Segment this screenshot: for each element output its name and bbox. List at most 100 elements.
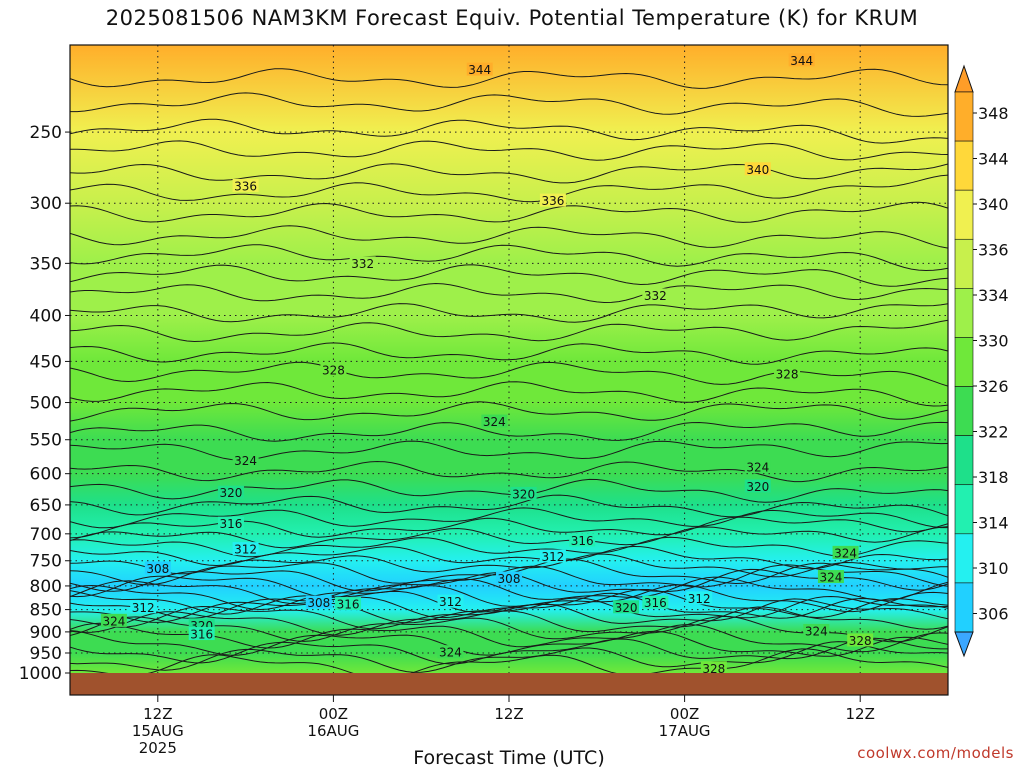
contour-label: 332 xyxy=(351,257,374,271)
chart-title: 2025081506 NAM3KM Forecast Equiv. Potent… xyxy=(105,6,919,30)
colorbar-segment xyxy=(954,238,974,289)
contour-label: 324 xyxy=(439,646,462,660)
contour-label: 312 xyxy=(234,543,257,557)
contour-label: 316 xyxy=(337,598,360,612)
contour-label-bg xyxy=(700,661,727,675)
contour-label: 332 xyxy=(644,289,667,303)
contour-line xyxy=(70,460,948,483)
credit-link[interactable]: coolwx.com/models xyxy=(857,744,1014,762)
contour-labels: 344 344 340 336 336 332 332 328 328 324 324 324 324 3… xyxy=(100,53,874,676)
contour-label-bg xyxy=(437,594,464,608)
contour-label: 308 xyxy=(307,596,330,610)
x-tick-label: 17AUG xyxy=(659,722,711,740)
contour-label-bg xyxy=(100,613,127,627)
contour-line xyxy=(70,637,948,665)
contour-label-bg xyxy=(466,62,493,76)
contour-line xyxy=(70,564,948,592)
contour-line xyxy=(70,478,948,503)
contour-label: 312 xyxy=(688,592,711,606)
contour-label-bg xyxy=(847,633,874,647)
colorbar-label: 348 xyxy=(978,104,1009,123)
colorbar-label: 340 xyxy=(978,195,1009,214)
contour-line xyxy=(70,244,948,272)
contour-line xyxy=(70,606,948,636)
contour-label: 308 xyxy=(498,572,521,586)
contour-label-bg xyxy=(188,627,215,641)
contour-label: 324 xyxy=(819,571,842,585)
colorbar-segment xyxy=(954,140,974,191)
contour-label-bg xyxy=(232,542,259,556)
y-tick-label: 700 xyxy=(30,525,62,545)
contour-label-bg xyxy=(232,178,259,192)
x-axis-label: Forecast Time (UTC) xyxy=(413,747,604,768)
contour-line xyxy=(70,282,948,304)
contour-label: 344 xyxy=(468,63,491,77)
contour-label-bg xyxy=(744,162,771,176)
contour-line xyxy=(70,576,948,605)
colorbar-segment xyxy=(954,386,974,436)
contour-label: 324 xyxy=(746,461,769,475)
contour-label-bg xyxy=(217,516,244,530)
contour-label: 328 xyxy=(322,363,345,377)
grid-lines xyxy=(70,45,948,673)
contour-label: 324 xyxy=(234,454,257,468)
contour-label-bg xyxy=(539,549,566,563)
colorbar-segment xyxy=(954,582,974,633)
y-tick-label: 550 xyxy=(30,431,62,451)
contour-label: 312 xyxy=(132,601,155,615)
contour-label: 316 xyxy=(190,628,213,642)
y-tick-label: 400 xyxy=(30,306,62,326)
contour-label: 316 xyxy=(220,517,243,531)
colorbar-label: 306 xyxy=(978,605,1009,624)
contour-label: 316 xyxy=(644,596,667,610)
x-tick-label: 12Z xyxy=(143,705,172,723)
contour-line xyxy=(70,598,948,630)
contour-label: 320 xyxy=(220,486,243,500)
colorbar-label: 336 xyxy=(978,241,1009,260)
contour-line xyxy=(70,440,948,461)
colorbar-segment xyxy=(954,533,974,584)
colorbar-bottom-arrow xyxy=(954,631,974,658)
y-tick-label: 850 xyxy=(30,601,62,621)
contour-line xyxy=(70,507,948,529)
colorbar-segment xyxy=(954,337,974,387)
y-tick-label: 650 xyxy=(30,496,62,516)
contour-label-bg xyxy=(817,570,844,584)
contour-label: 328 xyxy=(776,368,799,382)
y-axis: 2503003504004505005506006507007508008509… xyxy=(19,123,70,684)
contour-line xyxy=(70,536,948,558)
x-tick-label: 00Z xyxy=(319,705,348,723)
y-tick-label: 800 xyxy=(30,577,62,597)
contour-label: 336 xyxy=(541,194,564,208)
colorbar-segment xyxy=(954,484,974,535)
colorbar-label: 318 xyxy=(978,468,1009,487)
colorbar-label: 322 xyxy=(978,423,1009,442)
x-tick-label: 12Z xyxy=(846,705,875,723)
contour-label: 328 xyxy=(849,634,872,648)
colorbar-label: 314 xyxy=(978,514,1009,533)
contour-label-bg xyxy=(642,288,669,302)
colorbar-label: 326 xyxy=(978,377,1009,396)
contour-label-bg xyxy=(642,595,669,609)
contour-label-bg xyxy=(788,53,815,67)
contour-label: 316 xyxy=(571,534,594,548)
contour-label: 324 xyxy=(483,415,506,429)
contour-label-bg xyxy=(539,193,566,207)
ground-layer xyxy=(70,673,948,695)
contour-label-bg xyxy=(774,367,801,381)
contour-label-bg xyxy=(232,453,259,467)
y-tick-label: 750 xyxy=(30,552,62,572)
colorbar-segment xyxy=(954,435,974,486)
contour-label-bg xyxy=(437,645,464,659)
contour-label: 324 xyxy=(102,614,125,628)
contour-label: 340 xyxy=(746,163,769,177)
colorbar-label: 330 xyxy=(978,332,1009,351)
y-tick-label: 1000 xyxy=(19,664,62,684)
contour-label: 328 xyxy=(702,662,725,676)
contour-label: 324 xyxy=(805,625,828,639)
y-tick-label: 950 xyxy=(30,644,62,664)
contour-label: 336 xyxy=(234,179,257,193)
contour-label-bg xyxy=(349,256,376,270)
